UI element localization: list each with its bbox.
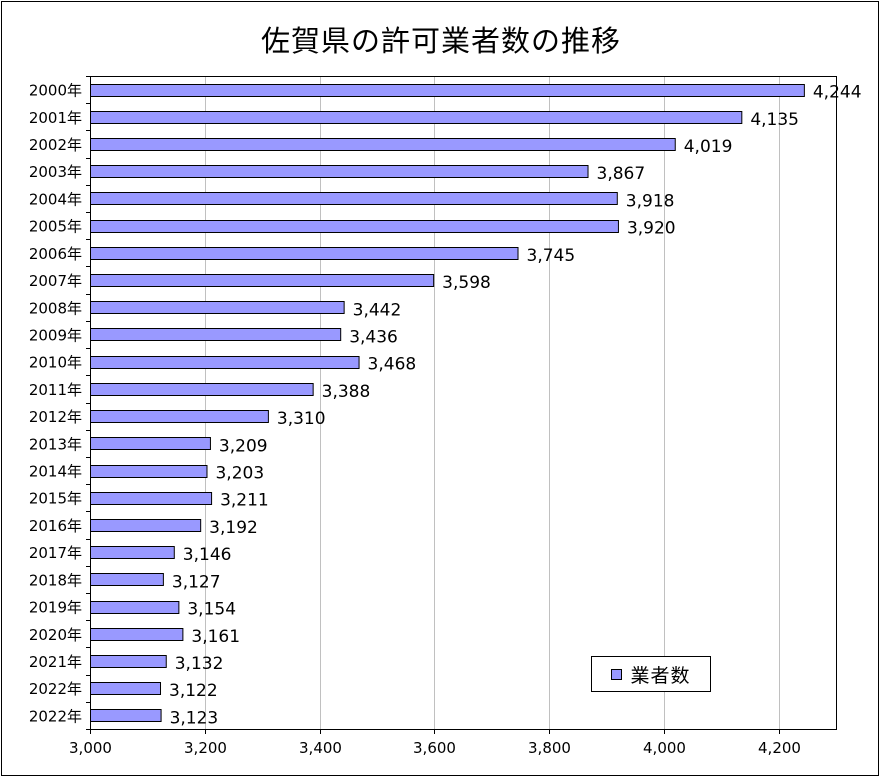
chart-title: 佐賀県の許可業者数の推移 — [260, 24, 621, 58]
bar — [90, 220, 619, 233]
data-label: 3,123 — [170, 708, 219, 728]
data-label: 3,442 — [353, 300, 402, 320]
data-label: 3,920 — [627, 219, 676, 239]
x-tick-label: 3,400 — [299, 739, 342, 757]
legend-label: 業者数 — [630, 664, 691, 687]
category-label: 2016年 — [29, 517, 82, 535]
x-tick-label: 4,200 — [758, 739, 801, 757]
category-label: 2010年 — [29, 354, 82, 372]
legend: 業者数 — [591, 656, 711, 692]
bar — [90, 655, 167, 668]
bar — [90, 682, 162, 695]
data-label: 3,436 — [349, 327, 398, 347]
bar — [90, 111, 743, 124]
category-label: 2022年 — [29, 707, 82, 725]
category-label: 2012年 — [29, 408, 82, 426]
x-tick-label: 3,800 — [528, 739, 571, 757]
data-label: 3,146 — [183, 545, 232, 565]
x-tick-label: 3,200 — [184, 739, 227, 757]
data-label: 3,127 — [172, 572, 221, 592]
category-label: 2007年 — [29, 272, 82, 290]
bar — [90, 247, 519, 260]
data-label: 3,211 — [220, 491, 269, 511]
bar — [90, 410, 269, 423]
x-tick-label: 3,000 — [69, 739, 112, 757]
data-label: 3,209 — [219, 436, 268, 456]
category-label: 2000年 — [29, 82, 82, 100]
category-label: 2004年 — [29, 190, 82, 208]
bar — [90, 84, 805, 97]
data-label: 3,122 — [169, 681, 218, 701]
data-label: 3,745 — [527, 246, 576, 266]
data-label: 3,161 — [191, 627, 240, 647]
bar — [90, 437, 211, 450]
bar — [90, 628, 184, 641]
category-label: 2022年 — [29, 680, 82, 698]
category-label: 2013年 — [29, 435, 82, 453]
bar — [90, 192, 618, 205]
bar — [90, 519, 202, 532]
category-label: 2005年 — [29, 218, 82, 236]
category-label: 2018年 — [29, 571, 82, 589]
bar — [90, 573, 164, 586]
category-label: 2015年 — [29, 490, 82, 508]
data-label: 3,918 — [626, 191, 675, 211]
bar — [90, 165, 589, 178]
legend-swatch — [611, 668, 623, 680]
category-label: 2017年 — [29, 544, 82, 562]
data-label: 3,132 — [175, 654, 224, 674]
category-label: 2009年 — [29, 326, 82, 344]
bar — [90, 138, 676, 151]
category-label: 2003年 — [29, 163, 82, 181]
data-label: 3,192 — [209, 518, 258, 538]
data-label: 4,019 — [684, 137, 733, 157]
data-label: 3,468 — [368, 355, 417, 375]
bar — [90, 492, 213, 505]
category-label: 2006年 — [29, 245, 82, 263]
bar — [90, 301, 345, 314]
bar — [90, 709, 162, 722]
data-label: 3,598 — [442, 273, 491, 293]
category-label: 2020年 — [29, 626, 82, 644]
data-label: 3,388 — [322, 382, 371, 402]
bar — [90, 356, 360, 369]
bar — [90, 274, 435, 287]
plot-area — [90, 76, 837, 730]
category-label: 2002年 — [29, 136, 82, 154]
data-label: 4,244 — [813, 83, 862, 103]
data-label: 4,135 — [750, 110, 799, 130]
data-label: 3,310 — [277, 409, 326, 429]
x-tick-label: 3,600 — [413, 739, 456, 757]
x-tick-label: 4,000 — [643, 739, 686, 757]
category-label: 2019年 — [29, 599, 82, 617]
bar — [90, 328, 342, 341]
data-label: 3,154 — [187, 600, 236, 620]
category-label: 2008年 — [29, 299, 82, 317]
category-label: 2014年 — [29, 463, 82, 481]
category-label: 2011年 — [29, 381, 82, 399]
category-label: 2021年 — [29, 653, 82, 671]
bar — [90, 465, 208, 478]
bar — [90, 601, 180, 614]
bar — [90, 383, 314, 396]
data-label: 3,867 — [597, 164, 646, 184]
bar — [90, 546, 175, 559]
data-label: 3,203 — [215, 464, 264, 484]
category-label: 2001年 — [29, 109, 82, 127]
